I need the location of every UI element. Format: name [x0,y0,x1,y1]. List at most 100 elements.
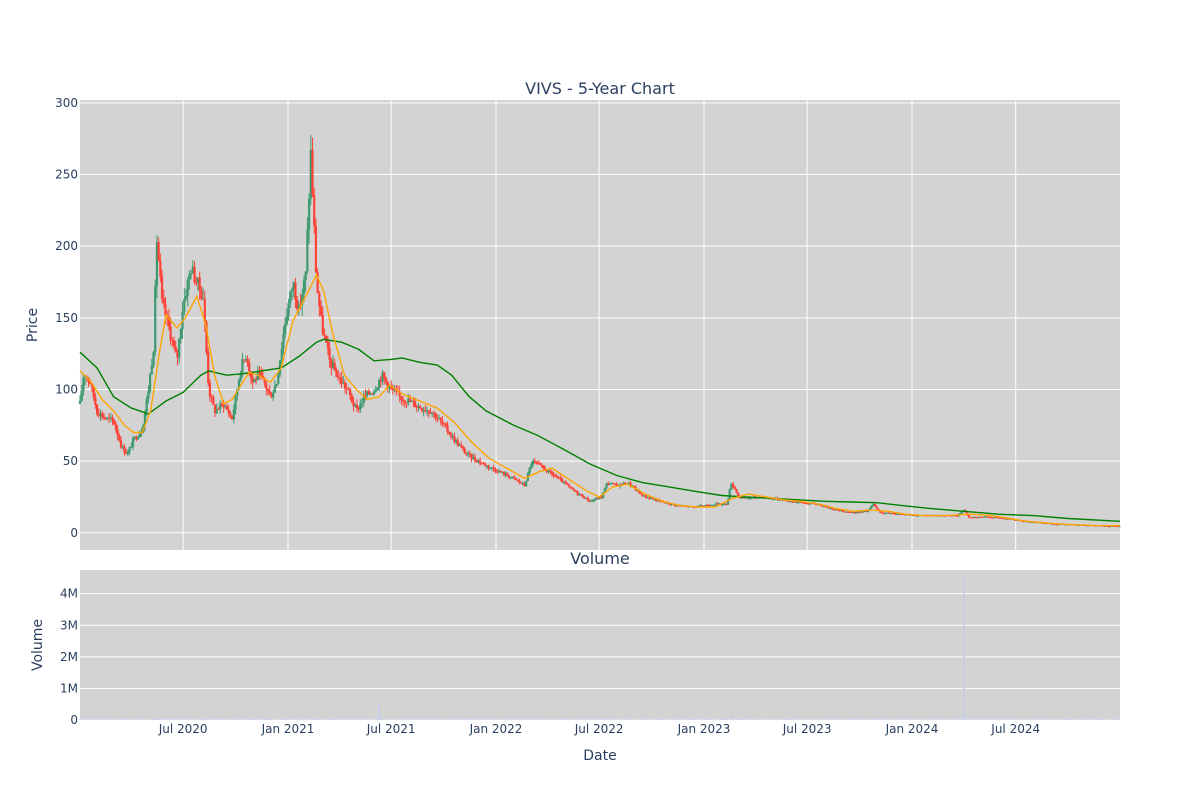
volume-bar [813,719,815,721]
x-tick: Jan 2023 [677,722,731,736]
volume-bar [690,719,692,720]
volume-bar [599,718,601,720]
candle-body [843,511,846,513]
volume-bar [332,718,334,720]
candle-body [504,473,507,476]
candle-body [222,403,225,408]
x-tick: Jul 2024 [990,722,1040,736]
candle-body [429,412,432,415]
candle-body [272,392,275,398]
volume-bar [382,719,384,720]
candle-body [711,504,714,506]
candle-body [648,497,651,499]
candle-body [955,515,959,517]
volume-bar [1027,719,1029,720]
candle-body [571,487,574,490]
candle-body [607,483,610,485]
volume-bar [282,718,284,720]
candle-body [552,473,555,476]
price-gridlines [80,100,1120,550]
candle-body [309,149,312,199]
candle-body [340,377,343,384]
candle-body [188,274,191,281]
volume-bar [1082,718,1084,720]
volume-bar [476,719,478,720]
volume-bar [1052,718,1054,720]
candle-body [528,467,531,474]
candle-body [697,505,700,507]
candle-body [543,467,547,471]
volume-bar [688,718,690,720]
candle-body [1014,519,1017,521]
candle-body [316,272,319,294]
candle-body [576,491,579,495]
volume-bar [227,718,229,720]
volume-bar [307,719,309,721]
candle-body [590,500,593,502]
candle-body [976,517,979,519]
volume-bar [998,718,1000,720]
volume-bar [161,718,163,720]
volume-bar [884,719,886,720]
candle-body [427,410,430,413]
volume-bar [642,719,644,720]
candle-body [472,456,475,459]
volume-bar [735,718,738,720]
candle-body [490,467,494,469]
volume-plot-background [80,570,1120,720]
volume-bar [617,719,619,720]
volume-bar [325,718,327,720]
volume-bar [99,718,102,720]
candle-body [364,395,367,397]
candle-body [643,495,646,497]
candle-body [649,498,653,500]
volume-bar [792,719,795,720]
volume-bar [1018,719,1020,720]
volume-bar [471,719,473,720]
candle-body [1049,523,1053,525]
candle-body [463,448,466,454]
volume-bar [904,718,906,720]
volume-bar [229,719,232,721]
candle-body [540,464,543,466]
volume-bar [318,719,320,720]
volume-bar [918,719,920,720]
volume-bar [81,718,83,720]
volume-bar [1114,718,1116,720]
volume-bar [1057,718,1059,720]
candle-body [371,393,374,395]
candle-body [80,391,83,401]
volume-bar [264,718,266,720]
candle-body [805,503,808,505]
volume-bar [425,718,428,720]
candle-body [608,483,612,485]
volume-bar [1111,719,1114,720]
volume-bar [879,718,881,720]
candle-body [1114,525,1118,527]
candle-body [296,299,299,309]
candle-body [549,470,552,472]
volume-bar [583,719,585,720]
volume-bar [988,719,991,720]
candle-body [841,510,844,512]
candle-body [1027,521,1030,523]
volume-bar [268,718,270,720]
volume-bar [984,719,986,720]
candle-body [424,410,427,412]
candle-body [555,476,559,478]
volume-bar [610,719,612,721]
volume-bar [362,719,364,720]
volume-bar [558,718,560,720]
candle-body [890,513,894,515]
volume-bar [897,719,899,720]
volume-bar [86,719,88,720]
volume-bar [760,718,763,720]
volume-bar [462,719,464,720]
candle-body [354,404,357,407]
candle-body [651,498,654,500]
volume-bar [1118,718,1121,720]
candle-body [102,417,106,419]
volume-bar [799,719,801,720]
candle-body [220,403,223,405]
volume-bar [758,718,760,720]
